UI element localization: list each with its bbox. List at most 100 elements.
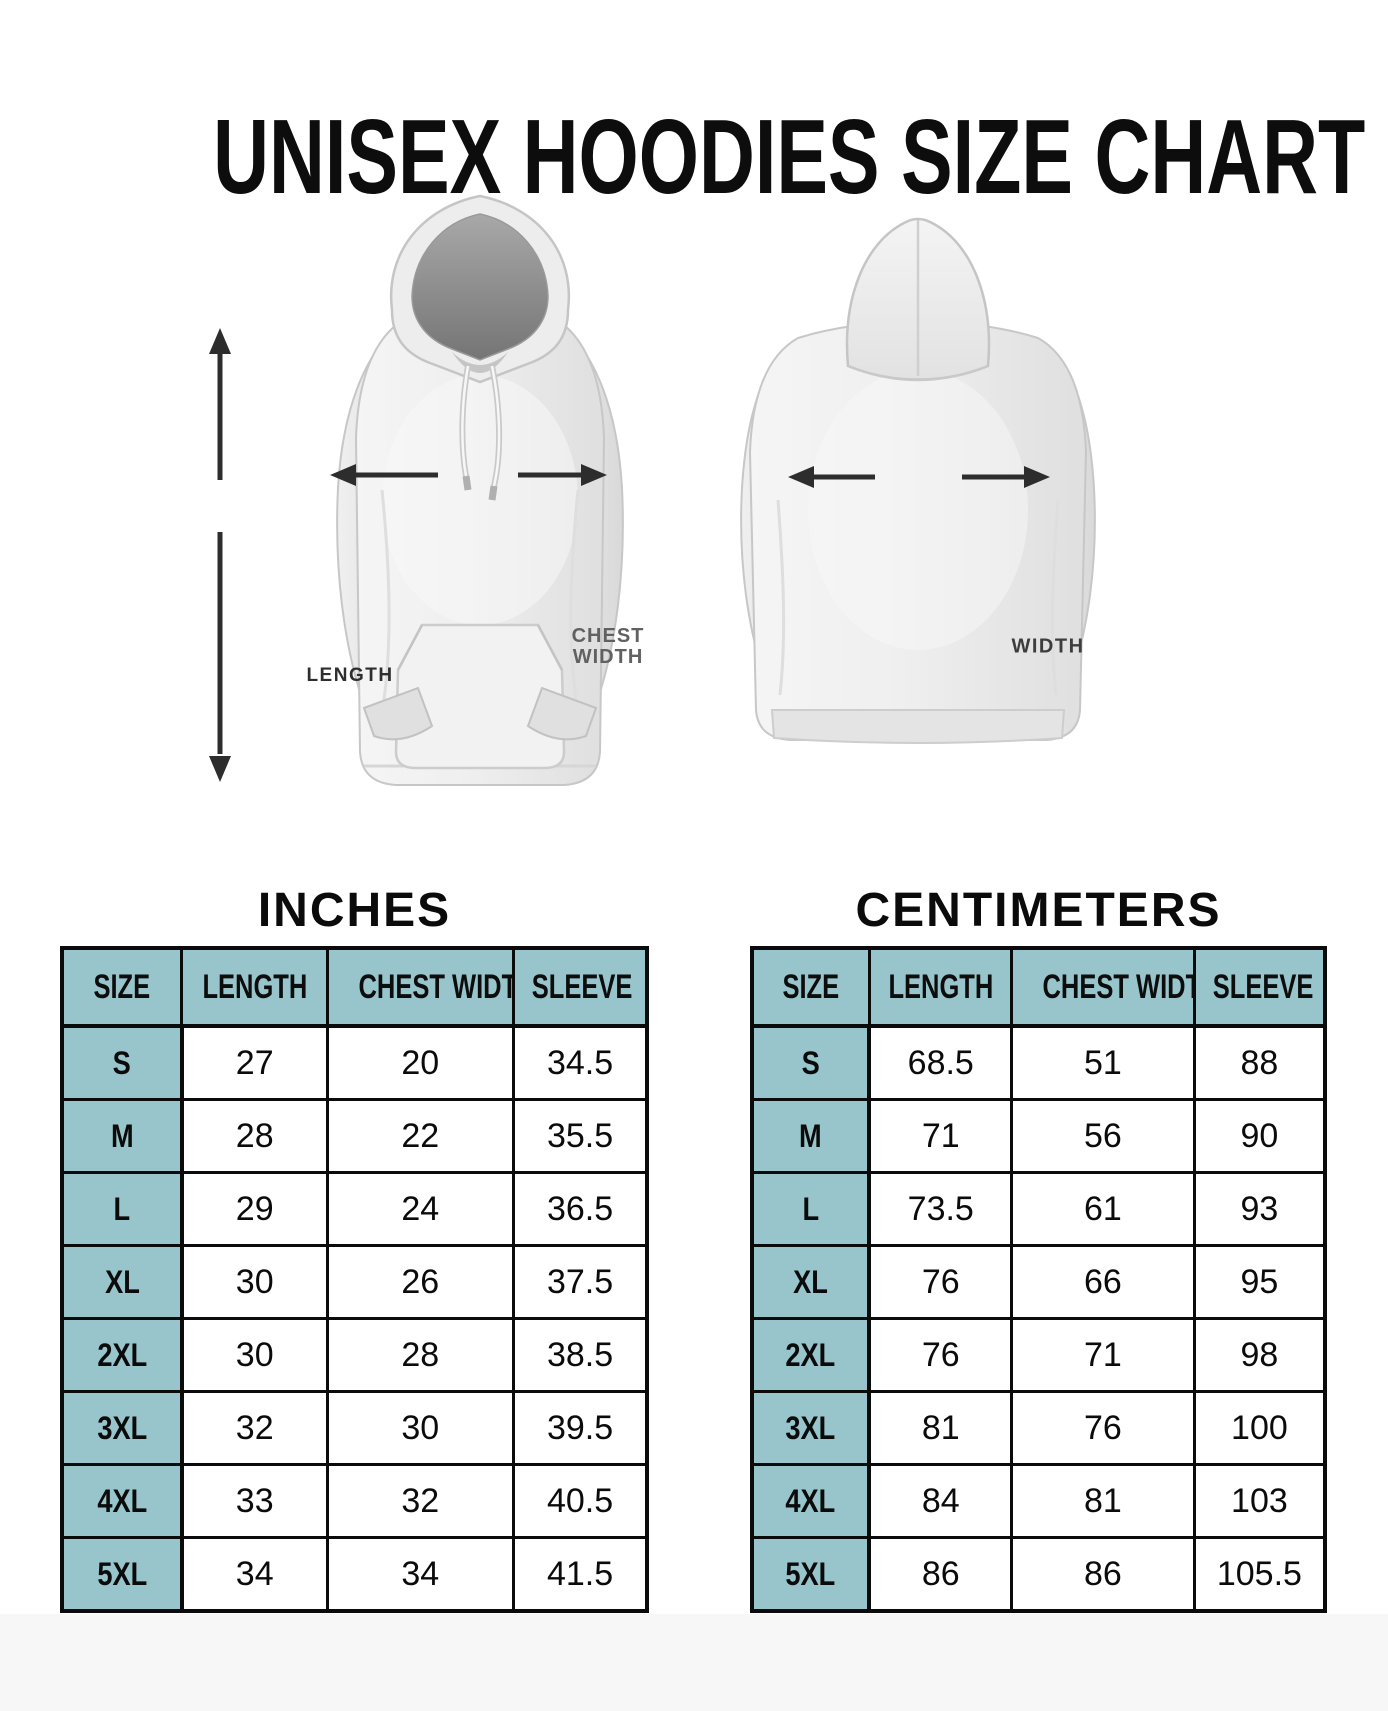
pocket-seam-left bbox=[396, 624, 424, 671]
hoodie-back-illustration bbox=[740, 217, 1096, 744]
value-cell: 39.5 bbox=[512, 1390, 649, 1466]
value-cell: 93 bbox=[1192, 1171, 1327, 1247]
length-arrow bbox=[209, 328, 231, 782]
hoodie-diagram-canvas bbox=[209, 194, 1096, 786]
inches-header-row: SIZE LENGTH CHEST WIDTH SLEEVE bbox=[60, 946, 649, 1028]
value-cell: 41.5 bbox=[512, 1536, 649, 1613]
size-cell: L bbox=[60, 1171, 184, 1247]
inches-col-length: LENGTH bbox=[180, 946, 329, 1028]
value-cell: 32 bbox=[180, 1390, 329, 1466]
inches-table-section: INCHES SIZE LENGTH CHEST WIDTH SLEEVE S … bbox=[60, 850, 649, 1613]
front-chest-highlight bbox=[382, 375, 578, 625]
size-cell: XL bbox=[60, 1244, 184, 1320]
value-cell: 76 bbox=[867, 1317, 1014, 1393]
value-cell: 34 bbox=[325, 1536, 516, 1613]
table-row: L 73.5 61 93 bbox=[750, 1171, 1327, 1247]
centimeters-heading: CENTIMETERS bbox=[855, 884, 1222, 937]
chest-width-label-line1: CHEST bbox=[571, 625, 645, 647]
value-cell: 40.5 bbox=[512, 1463, 649, 1539]
back-width-measure-label: WIDTH bbox=[1011, 635, 1085, 658]
width-arrow bbox=[788, 466, 1050, 488]
value-cell: 71 bbox=[867, 1098, 1014, 1174]
hoodie-measurement-diagram: LENGTH CHEST WIDTH WIDTH bbox=[130, 170, 1330, 810]
value-cell: 34.5 bbox=[512, 1024, 649, 1101]
size-cell: XL bbox=[750, 1244, 872, 1320]
table-row: M 28 22 35.5 bbox=[60, 1098, 649, 1174]
length-measure-label: LENGTH bbox=[306, 665, 394, 686]
size-cell: 2XL bbox=[750, 1317, 872, 1393]
centimeters-size-table: SIZE LENGTH CHEST WIDTH SLEEVE S 68.5 51… bbox=[750, 946, 1327, 1613]
value-cell: 88 bbox=[1192, 1024, 1327, 1101]
value-cell: 81 bbox=[1010, 1463, 1196, 1539]
size-cell: S bbox=[750, 1024, 872, 1101]
value-cell: 26 bbox=[325, 1244, 516, 1320]
size-cell: 3XL bbox=[60, 1390, 184, 1466]
front-fold-left bbox=[380, 489, 391, 701]
size-cell: M bbox=[750, 1098, 872, 1174]
table-row: 2XL 30 28 38.5 bbox=[60, 1317, 649, 1393]
centimeters-col-size: SIZE bbox=[750, 946, 871, 1028]
table-row: S 27 20 34.5 bbox=[60, 1024, 649, 1101]
value-cell: 56 bbox=[1010, 1098, 1196, 1174]
value-cell: 68.5 bbox=[867, 1024, 1014, 1101]
back-hem-band bbox=[770, 709, 1066, 744]
value-cell: 20 bbox=[325, 1024, 516, 1101]
front-fold-right bbox=[569, 489, 580, 701]
table-row: 4XL 84 81 103 bbox=[750, 1463, 1327, 1539]
chest-width-measure-label: CHEST WIDTH bbox=[572, 626, 645, 668]
value-cell: 24 bbox=[325, 1171, 516, 1247]
table-row: 5XL 34 34 41.5 bbox=[60, 1536, 649, 1613]
value-cell: 86 bbox=[867, 1536, 1014, 1613]
table-row: 3XL 81 76 100 bbox=[750, 1390, 1327, 1466]
table-row: 3XL 32 30 39.5 bbox=[60, 1390, 649, 1466]
value-cell: 38.5 bbox=[512, 1317, 649, 1393]
value-cell: 33 bbox=[180, 1463, 329, 1539]
chest-width-arrow bbox=[330, 464, 607, 486]
back-highlight bbox=[808, 370, 1028, 650]
chest-width-label-line2: WIDTH bbox=[572, 646, 644, 668]
size-cell: 4XL bbox=[750, 1463, 872, 1539]
value-cell: 100 bbox=[1192, 1390, 1327, 1466]
value-cell: 98 bbox=[1192, 1317, 1327, 1393]
back-fold-left bbox=[776, 499, 786, 696]
table-row: XL 30 26 37.5 bbox=[60, 1244, 649, 1320]
value-cell: 27 bbox=[180, 1024, 329, 1101]
value-cell: 71 bbox=[1010, 1317, 1196, 1393]
pocket-seam-right bbox=[536, 624, 564, 671]
value-cell: 37.5 bbox=[512, 1244, 649, 1320]
bottom-margin-strip bbox=[0, 1614, 1388, 1711]
front-right-cuff bbox=[526, 686, 598, 741]
value-cell: 28 bbox=[180, 1098, 329, 1174]
centimeters-col-chest-width: CHEST WIDTH bbox=[1010, 946, 1196, 1028]
table-row: M 71 56 90 bbox=[750, 1098, 1327, 1174]
table-row: 2XL 76 71 98 bbox=[750, 1317, 1327, 1393]
front-left-cuff bbox=[362, 686, 434, 741]
inches-col-sleeve: SLEEVE bbox=[512, 946, 649, 1028]
value-cell: 84 bbox=[867, 1463, 1014, 1539]
drawstrings bbox=[459, 365, 503, 501]
value-cell: 36.5 bbox=[512, 1171, 649, 1247]
value-cell: 73.5 bbox=[867, 1171, 1014, 1247]
size-cell: 5XL bbox=[750, 1536, 872, 1613]
table-row: L 29 24 36.5 bbox=[60, 1171, 649, 1247]
size-cell: 4XL bbox=[60, 1463, 184, 1539]
value-cell: 86 bbox=[1010, 1536, 1196, 1613]
front-hood-interior bbox=[411, 213, 549, 361]
table-row: S 68.5 51 88 bbox=[750, 1024, 1327, 1101]
table-row: XL 76 66 95 bbox=[750, 1244, 1327, 1320]
table-row: 5XL 86 86 105.5 bbox=[750, 1536, 1327, 1613]
size-cell: S bbox=[60, 1024, 184, 1101]
value-cell: 29 bbox=[180, 1171, 329, 1247]
inches-col-chest-width: CHEST WIDTH bbox=[325, 946, 516, 1028]
centimeters-col-sleeve: SLEEVE bbox=[1192, 946, 1327, 1028]
size-cell: 2XL bbox=[60, 1317, 184, 1393]
value-cell: 34 bbox=[180, 1536, 329, 1613]
size-cell: L bbox=[750, 1171, 872, 1247]
size-cell: M bbox=[60, 1098, 184, 1174]
value-cell: 105.5 bbox=[1192, 1536, 1327, 1613]
inches-col-size: SIZE bbox=[60, 946, 184, 1028]
inches-size-table: SIZE LENGTH CHEST WIDTH SLEEVE S 27 20 3… bbox=[60, 946, 649, 1613]
value-cell: 103 bbox=[1192, 1463, 1327, 1539]
centimeters-col-length: LENGTH bbox=[867, 946, 1014, 1028]
